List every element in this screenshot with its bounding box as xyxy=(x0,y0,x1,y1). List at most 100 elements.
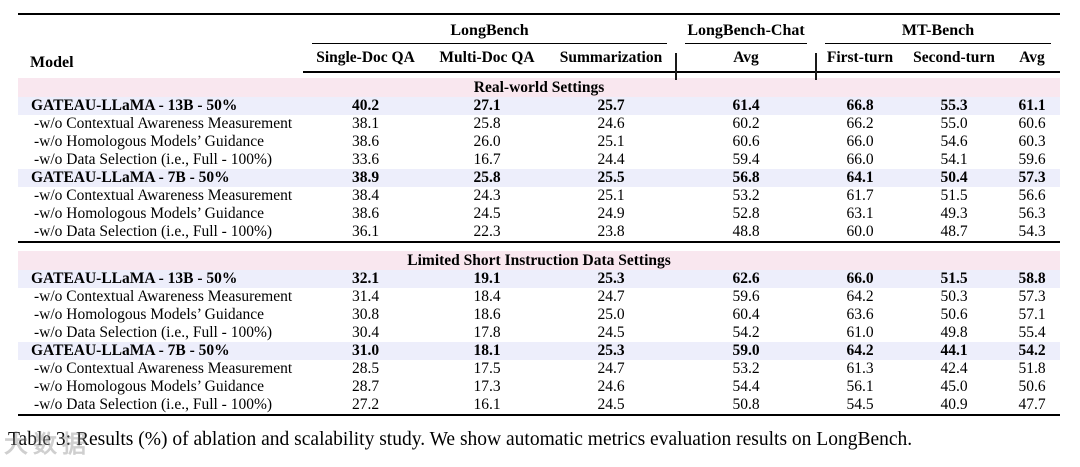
metric-value: 50.4 xyxy=(904,169,1005,187)
metric-value: 47.7 xyxy=(1018,396,1046,414)
metric-value: 16.1 xyxy=(473,396,501,414)
model-name: -w/o Contextual Awareness Measurement xyxy=(34,115,293,133)
metric-value: 54.3 xyxy=(1018,223,1046,241)
metric-value: 66.8 xyxy=(816,97,905,115)
metric-value: 50.3 xyxy=(940,288,968,306)
metric-value: 24.7 xyxy=(597,288,625,306)
metric-value: 54.2 xyxy=(732,324,760,342)
metric-value: 36.1 xyxy=(351,223,380,241)
metric-value: 59.4 xyxy=(732,151,760,169)
table-row: GATEAU-LLaMA - 7B - 50% 38.9 25.8 25.5 56.8 6… xyxy=(18,169,1061,187)
metric-value: 25.3 xyxy=(546,270,677,288)
metric-value: 25.5 xyxy=(546,169,677,187)
metric-value: 31.4 xyxy=(351,288,380,306)
metric-value: 61.1 xyxy=(1004,97,1061,115)
metric-value: 56.1 xyxy=(846,378,874,396)
metric-value: 57.1 xyxy=(1018,306,1046,324)
metric-value: 24.5 xyxy=(473,205,501,223)
metric-value: 62.6 xyxy=(676,270,817,288)
metric-value: 24.3 xyxy=(473,187,501,205)
model-name: -w/o Contextual Awareness Measurement xyxy=(34,360,293,378)
metric-value: 55.3 xyxy=(904,97,1005,115)
metric-value: 53.2 xyxy=(732,187,760,205)
model-name: GATEAU-LLaMA - 13B - 50% xyxy=(18,270,303,288)
metric-value: 30.4 xyxy=(351,324,380,342)
metric-value: 60.3 xyxy=(1018,133,1046,151)
metric-value: 17.5 xyxy=(473,360,501,378)
model-name: GATEAU-LLaMA - 7B - 50% xyxy=(18,342,303,360)
header-subcolumn-row: Single-Doc QA Multi-Doc QA Summarization… xyxy=(18,44,1061,80)
group-header-longbench-chat: LongBench-Chat xyxy=(676,14,816,44)
metric-value: 24.6 xyxy=(597,115,625,133)
table-row: GATEAU-LLaMA - 13B - 50% 40.2 27.1 25.7 61.4… xyxy=(18,97,1061,115)
table-row: -w/o Contextual Awareness Measurement 38.… xyxy=(18,115,1060,133)
metric-value: 40.2 xyxy=(303,97,428,115)
metric-value: 66.0 xyxy=(816,270,905,288)
metric-value: 31.0 xyxy=(303,342,428,360)
metric-value: 25.1 xyxy=(597,187,625,205)
metric-value: 30.8 xyxy=(351,306,380,324)
metric-value: 40.9 xyxy=(940,396,968,414)
column-header-second-turn: Second-turn xyxy=(904,44,1005,73)
section-title-row: Limited Short Instruction Data Settings xyxy=(18,251,1061,270)
metric-value: 19.1 xyxy=(428,270,546,288)
metric-value: 66.2 xyxy=(846,115,874,133)
metric-value: 60.6 xyxy=(732,133,760,151)
model-name: -w/o Contextual Awareness Measurement xyxy=(34,288,293,306)
metric-value: 24.7 xyxy=(597,360,625,378)
group-header-mt-bench: MT-Bench xyxy=(816,14,1060,44)
metric-value: 66.0 xyxy=(846,151,874,169)
metric-value: 55.0 xyxy=(940,115,968,133)
column-header-summarization: Summarization xyxy=(546,44,678,80)
table-row: -w/o Data Selection (i.e., Full - 100%) 3… xyxy=(18,151,1060,169)
metric-value: 54.5 xyxy=(846,396,874,414)
model-name: -w/o Data Selection (i.e., Full - 100%) xyxy=(34,223,273,241)
metric-value: 28.7 xyxy=(351,378,380,396)
metric-value: 55.4 xyxy=(1018,324,1046,342)
group-header-longbench-label: LongBench xyxy=(312,20,668,44)
model-name: GATEAU-LLaMA - 13B - 50% xyxy=(18,97,303,115)
metric-value: 54.1 xyxy=(940,151,968,169)
metric-value: 27.2 xyxy=(351,396,380,414)
header-group-row: Model LongBench LongBench-Chat MT-Bench xyxy=(18,14,1060,71)
table-row: -w/o Contextual Awareness Measurement 38.… xyxy=(18,187,1060,205)
metric-value: 33.6 xyxy=(351,151,380,169)
metric-value: 64.2 xyxy=(846,288,874,306)
table-caption: Table 3: Results (%) of ablation and sca… xyxy=(8,429,913,450)
column-header-single-doc-qa: Single-Doc QA xyxy=(303,44,428,73)
metric-value: 50.6 xyxy=(1018,378,1046,396)
metric-value: 17.8 xyxy=(473,324,501,342)
metric-value: 25.0 xyxy=(597,306,625,324)
metric-value: 25.8 xyxy=(473,115,501,133)
ablation-table: Model LongBench LongBench-Chat MT-Bench … xyxy=(18,13,1061,416)
table-header: Model LongBench LongBench-Chat MT-Bench … xyxy=(18,14,1061,80)
section-title: Limited Short Instruction Data Settings xyxy=(18,251,1061,270)
metric-value: 26.0 xyxy=(473,133,501,151)
metric-value: 25.3 xyxy=(546,342,677,360)
model-name: -w/o Homologous Models’ Guidance xyxy=(34,133,265,151)
metric-value: 59.6 xyxy=(732,288,760,306)
column-header-first-turn: First-turn xyxy=(816,44,905,73)
metric-value: 61.4 xyxy=(676,97,817,115)
metric-value: 56.3 xyxy=(1018,205,1046,223)
metric-value: 56.8 xyxy=(676,169,817,187)
metric-value: 38.9 xyxy=(303,169,428,187)
model-name: -w/o Data Selection (i.e., Full - 100%) xyxy=(34,324,273,342)
table-row: -w/o Data Selection (i.e., Full - 100%) 3… xyxy=(18,324,1060,342)
group-header-longbench-chat-label: LongBench-Chat xyxy=(685,20,808,44)
table-row: -w/o Data Selection (i.e., Full - 100%) 3… xyxy=(18,223,1060,242)
metric-value: 48.8 xyxy=(732,223,760,241)
metric-value: 59.0 xyxy=(676,342,817,360)
metric-value: 49.8 xyxy=(940,324,968,342)
metric-value: 64.2 xyxy=(816,342,905,360)
metric-value: 59.6 xyxy=(1018,151,1046,169)
metric-value: 38.4 xyxy=(351,187,380,205)
metric-value: 63.6 xyxy=(846,306,874,324)
section-divider-rule xyxy=(18,241,1061,251)
model-name: GATEAU-LLaMA - 7B - 50% xyxy=(18,169,303,187)
group-header-mt-bench-label: MT-Bench xyxy=(825,20,1052,44)
metric-value: 38.6 xyxy=(351,133,380,151)
metric-value: 18.4 xyxy=(473,288,501,306)
metric-value: 18.6 xyxy=(473,306,501,324)
metric-value: 28.5 xyxy=(351,360,380,378)
